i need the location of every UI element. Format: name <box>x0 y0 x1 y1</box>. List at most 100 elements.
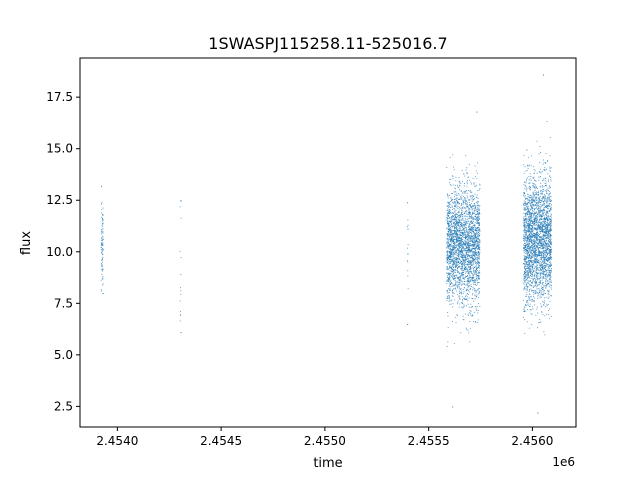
data-point <box>476 268 477 270</box>
data-point <box>535 196 537 198</box>
data-point <box>456 242 457 244</box>
data-point <box>476 267 478 269</box>
data-point <box>465 235 467 237</box>
data-point <box>448 255 450 257</box>
data-point <box>547 225 549 226</box>
data-point <box>456 227 457 229</box>
data-point <box>459 215 460 216</box>
data-point <box>453 247 455 249</box>
data-point <box>542 261 544 263</box>
data-point <box>449 238 451 240</box>
data-point <box>532 245 534 247</box>
data-point <box>457 300 459 302</box>
data-point <box>469 280 471 282</box>
data-point <box>467 214 469 215</box>
data-point <box>475 269 477 271</box>
data-point <box>455 201 457 203</box>
data-point <box>547 212 549 214</box>
data-point <box>448 300 450 302</box>
data-point <box>100 244 102 246</box>
data-point <box>468 212 470 214</box>
data-point <box>448 294 450 296</box>
data-point <box>459 250 461 252</box>
data-point <box>535 197 537 199</box>
data-point <box>454 198 456 200</box>
data-point <box>453 264 455 266</box>
data-point <box>544 240 546 242</box>
data-point <box>529 185 531 187</box>
data-point <box>455 206 457 208</box>
data-point <box>461 266 463 267</box>
data-point <box>479 246 481 248</box>
data-point <box>536 292 538 294</box>
data-point <box>530 251 532 253</box>
data-point <box>469 245 471 247</box>
data-point <box>542 247 544 249</box>
data-point <box>452 289 454 291</box>
data-point <box>458 231 460 233</box>
data-point <box>457 261 459 263</box>
data-point <box>534 217 536 219</box>
data-point <box>460 232 462 234</box>
data-point <box>546 206 548 208</box>
data-point <box>447 281 449 282</box>
data-point <box>527 211 528 213</box>
data-point <box>465 213 467 215</box>
data-point <box>545 264 547 266</box>
data-point <box>456 314 458 316</box>
data-point <box>535 228 537 230</box>
data-point <box>474 291 476 293</box>
data-point <box>465 224 467 226</box>
data-point <box>550 251 552 252</box>
data-point <box>475 270 476 272</box>
data-point <box>527 199 529 201</box>
data-point <box>478 213 480 215</box>
data-point <box>538 208 540 210</box>
data-point <box>473 270 475 272</box>
data-point <box>547 211 549 213</box>
data-point <box>102 238 104 240</box>
data-point <box>530 258 532 260</box>
data-point <box>545 229 547 231</box>
data-point <box>468 306 470 308</box>
data-point <box>530 165 532 167</box>
data-point <box>545 260 547 261</box>
data-point <box>447 276 448 278</box>
data-point <box>464 234 466 236</box>
data-point <box>527 282 529 283</box>
data-point <box>543 208 545 210</box>
data-point <box>458 194 460 196</box>
data-point <box>523 287 525 289</box>
data-point <box>539 319 541 321</box>
data-point <box>459 265 461 267</box>
data-point <box>546 259 548 261</box>
data-point <box>179 314 181 316</box>
data-point <box>472 240 474 242</box>
data-point <box>532 223 534 225</box>
data-point <box>550 200 552 201</box>
data-point <box>532 192 534 194</box>
data-point <box>550 243 551 245</box>
data-point <box>465 237 467 239</box>
data-point <box>457 201 459 203</box>
data-point <box>461 229 463 231</box>
data-point <box>446 219 448 221</box>
data-point <box>546 237 548 239</box>
data-point <box>471 245 473 247</box>
data-point <box>525 213 527 214</box>
data-point <box>452 277 454 278</box>
data-point <box>100 231 102 233</box>
data-point <box>465 224 467 226</box>
data-point <box>532 198 534 200</box>
data-point <box>530 252 532 254</box>
data-point <box>475 272 477 274</box>
data-point <box>472 251 474 253</box>
data-point <box>527 248 529 250</box>
data-point <box>541 201 543 203</box>
data-point <box>535 289 537 291</box>
data-point <box>538 248 539 250</box>
data-point <box>528 298 530 300</box>
data-point <box>448 268 450 269</box>
data-point <box>453 255 455 257</box>
data-point <box>475 246 477 248</box>
